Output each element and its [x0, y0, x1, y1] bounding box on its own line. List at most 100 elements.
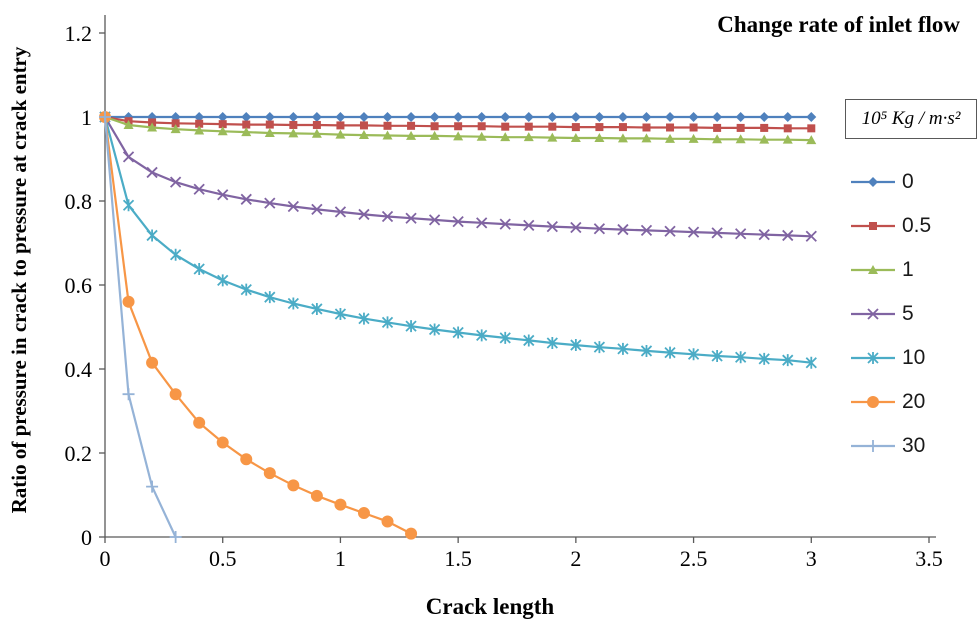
diamond-marker — [641, 112, 652, 122]
triangle-marker — [570, 133, 581, 142]
star-marker — [805, 356, 817, 369]
star-marker — [381, 316, 394, 329]
star-marker — [122, 199, 135, 212]
legend-item-5: 5 — [850, 300, 931, 328]
legend-label: 5 — [902, 302, 914, 325]
legend-item-20: 20 — [850, 388, 931, 416]
triangle-marker — [241, 127, 252, 137]
star-marker — [264, 291, 276, 304]
triangle-marker — [806, 135, 817, 145]
x-marker — [193, 183, 205, 195]
diamond-marker — [570, 112, 581, 122]
x-marker — [593, 223, 606, 235]
diamond-marker — [241, 112, 252, 122]
star-marker — [334, 307, 347, 320]
square-marker — [783, 124, 792, 133]
legend-item-10: 10 — [850, 344, 931, 372]
triangle-marker — [217, 126, 228, 136]
x-tick-label: 1 — [335, 546, 346, 571]
circle-marker — [169, 388, 182, 401]
square-marker — [760, 123, 769, 132]
series-line — [103, 116, 412, 535]
series-0.5 — [101, 113, 816, 133]
star-marker — [640, 344, 653, 357]
square-marker — [736, 123, 745, 132]
diamond-marker — [806, 112, 817, 122]
chart-title: Change rate of inlet flow — [717, 12, 960, 37]
diamond-marker — [523, 112, 534, 122]
triangle-marker — [453, 131, 464, 141]
legend-unit-box: 10⁵ Kg / m∙s² — [845, 99, 977, 139]
series-line — [103, 116, 177, 538]
circle-marker — [146, 356, 159, 369]
x-marker — [687, 226, 700, 238]
star-marker — [593, 341, 606, 354]
star-marker — [523, 334, 535, 347]
diamond-marker — [335, 112, 346, 122]
triangle-marker — [264, 127, 275, 137]
legend-label: 0.5 — [902, 214, 932, 237]
square-marker — [336, 121, 345, 130]
x-marker — [240, 193, 252, 205]
series-10 — [99, 111, 817, 369]
diamond-marker — [782, 112, 793, 122]
triangle-marker — [688, 133, 699, 143]
x-marker — [146, 166, 158, 179]
y-tick-label: 0.8 — [65, 189, 93, 214]
circle-marker — [310, 489, 323, 502]
x-marker — [122, 151, 135, 163]
star-marker — [476, 329, 488, 342]
y-tick-label: 0.2 — [65, 441, 93, 466]
series-30 — [99, 111, 182, 543]
square-marker — [571, 123, 580, 132]
legend-marker-plus — [851, 440, 895, 452]
star-marker — [358, 312, 370, 325]
x-marker — [640, 224, 653, 237]
x-marker — [499, 218, 511, 230]
x-tick-label: 3.5 — [915, 546, 943, 571]
legend-marker-triangle — [851, 265, 895, 274]
star-marker — [169, 248, 182, 261]
star-marker — [217, 274, 229, 287]
x-marker — [782, 229, 794, 242]
diamond-marker — [358, 112, 369, 122]
legend-marker-square — [851, 222, 895, 230]
star-marker — [146, 229, 158, 242]
square-marker — [548, 122, 557, 131]
x-tick-label: 3 — [806, 546, 817, 571]
legend-marker-star — [851, 352, 895, 364]
x-marker — [264, 197, 276, 209]
diamond-marker — [759, 112, 770, 122]
square-marker — [359, 121, 368, 130]
triangle-marker — [523, 132, 534, 142]
square-marker — [148, 118, 157, 127]
legend-label: 1 — [902, 258, 914, 281]
legend-label: 0 — [902, 170, 914, 193]
legend-item-1: 1 — [850, 256, 931, 284]
star-marker — [735, 351, 747, 364]
star-marker — [664, 346, 676, 359]
circle-marker — [122, 295, 135, 308]
star-marker — [240, 283, 252, 296]
star-marker — [617, 342, 629, 355]
diamond-marker — [594, 112, 605, 122]
legend-marker-circle — [851, 396, 895, 408]
x-marker — [381, 210, 394, 223]
triangle-marker — [641, 133, 652, 143]
legend-marker-x — [851, 308, 895, 320]
square-marker — [595, 123, 604, 132]
y-tick-label: 0.6 — [65, 273, 93, 298]
square-marker — [242, 120, 251, 129]
x-marker — [523, 219, 535, 231]
triangle-marker — [476, 131, 487, 141]
square-marker — [477, 122, 486, 131]
triangle-marker — [547, 132, 558, 142]
square-marker — [265, 120, 274, 129]
x-tick-label: 2.5 — [680, 546, 708, 571]
legend-label: 10 — [902, 346, 926, 369]
legend-label: 30 — [902, 434, 926, 457]
triangle-marker — [735, 134, 746, 144]
star-marker — [452, 326, 464, 339]
circle-marker — [357, 507, 370, 520]
legend-unit-label: 10⁵ Kg / m∙s² — [861, 108, 961, 129]
